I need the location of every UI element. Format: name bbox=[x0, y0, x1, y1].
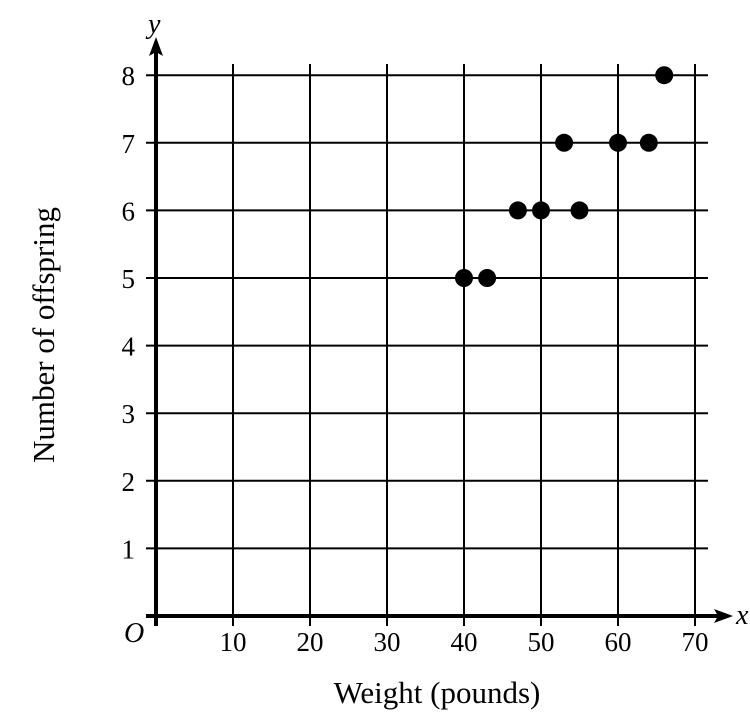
data-point bbox=[655, 66, 674, 85]
axes: x y O bbox=[124, 9, 749, 649]
x-axis-variable: x bbox=[735, 600, 749, 631]
y-tick-label: 3 bbox=[122, 399, 136, 429]
data-point bbox=[639, 133, 658, 152]
x-axis-label: Weight (pounds) bbox=[334, 675, 541, 710]
y-tick-label: 4 bbox=[122, 332, 136, 362]
x-tick-label: 60 bbox=[605, 627, 632, 657]
x-tick-label: 50 bbox=[528, 627, 555, 657]
y-tick-label: 5 bbox=[122, 264, 136, 294]
y-axis-variable: y bbox=[145, 9, 161, 40]
data-point bbox=[555, 133, 574, 152]
data-points bbox=[455, 66, 674, 287]
x-tick-label: 40 bbox=[451, 627, 478, 657]
y-tick-label: 8 bbox=[122, 61, 136, 91]
origin-label: O bbox=[124, 618, 144, 649]
x-axis-arrow bbox=[714, 609, 733, 623]
x-tick-labels: 10 20 30 40 50 60 70 bbox=[220, 627, 709, 657]
data-point bbox=[570, 201, 589, 220]
y-tick-labels: 1 2 3 4 5 6 7 8 bbox=[122, 61, 136, 564]
y-tick-label: 2 bbox=[122, 467, 136, 497]
data-point bbox=[532, 201, 550, 220]
x-tick-label: 30 bbox=[374, 627, 401, 657]
y-tick-label: 1 bbox=[122, 534, 136, 564]
data-point bbox=[478, 269, 497, 287]
x-tick-label: 70 bbox=[682, 627, 709, 657]
y-axis-label: Number of offspring bbox=[26, 207, 61, 463]
x-tick-label: 20 bbox=[297, 627, 324, 657]
y-tick-label: 6 bbox=[122, 196, 136, 226]
y-tick-label: 7 bbox=[122, 129, 136, 159]
data-point bbox=[455, 269, 473, 287]
data-point bbox=[508, 201, 527, 220]
x-tick-label: 10 bbox=[220, 627, 247, 657]
y-axis-arrow bbox=[149, 37, 163, 56]
data-point bbox=[609, 133, 627, 152]
